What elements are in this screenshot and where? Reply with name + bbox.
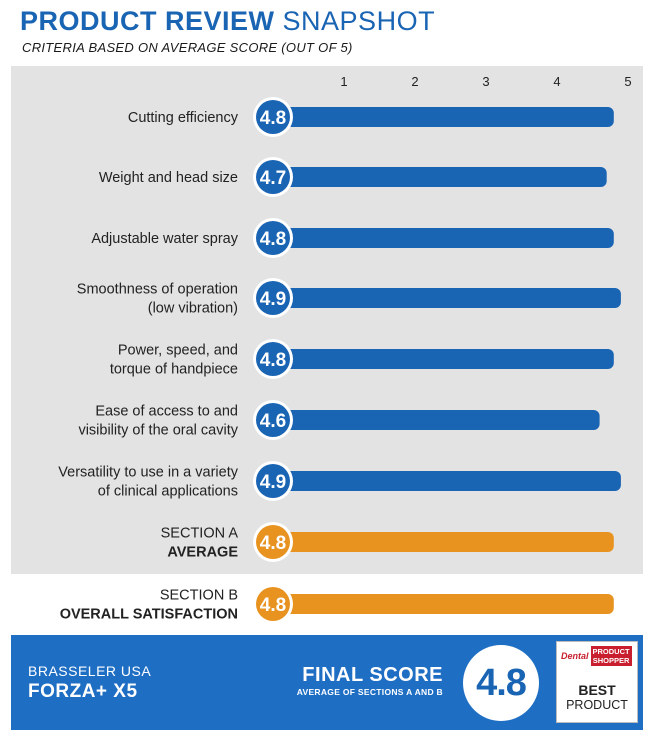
final-score-value: 4.8 — [476, 661, 527, 704]
category-label: torque of handpiece — [110, 362, 238, 378]
logo-product: PRODUCT — [566, 698, 628, 712]
data-label: 4.8 — [260, 229, 286, 250]
bar — [279, 167, 607, 187]
category-label: Smoothness of operation — [77, 282, 238, 298]
logo-masthead: Dental PRODUCT SHOPPER — [561, 646, 632, 666]
logo-pps-line1: PRODUCT — [592, 647, 630, 656]
bar — [279, 288, 621, 308]
data-label: 4.8 — [260, 350, 286, 371]
value-badge — [256, 342, 290, 376]
bar — [279, 107, 614, 127]
value-badge — [256, 160, 290, 194]
category-label: Adjustable water spray — [91, 231, 238, 247]
product-name: FORZA+ X5 — [28, 681, 138, 702]
category-label: SECTION B — [160, 588, 238, 604]
final-score-subtitle: AVERAGE OF SECTIONS A AND B — [296, 687, 443, 697]
category-label: AVERAGE — [167, 545, 238, 561]
data-label: 4.8 — [260, 108, 286, 129]
category-label: Ease of access to and — [95, 404, 238, 420]
data-label: 4.7 — [260, 168, 286, 189]
category-label: visibility of the oral cavity — [78, 423, 238, 439]
data-label: 4.8 — [260, 533, 286, 554]
category-label: SECTION A — [161, 526, 239, 542]
category-label: of clinical applications — [98, 484, 238, 500]
company-name: BRASSELER USA — [28, 663, 152, 679]
logo-dental: Dental — [561, 651, 589, 661]
category-label: OVERALL SATISFACTION — [60, 607, 238, 623]
value-badge — [256, 221, 290, 255]
value-badge — [256, 587, 290, 621]
value-badge — [256, 403, 290, 437]
category-label: Versatility to use in a variety — [58, 465, 238, 481]
final-score-label: FINAL SCORE — [302, 664, 443, 686]
x-tick-label: 2 — [411, 74, 418, 89]
x-tick-label: 5 — [624, 74, 631, 89]
data-label: 4.8 — [260, 595, 286, 616]
x-tick-label: 4 — [553, 74, 560, 89]
bar — [279, 410, 600, 430]
category-label: Power, speed, and — [118, 343, 238, 359]
bar — [279, 349, 614, 369]
page-title: PRODUCT REVIEW SNAPSHOT — [20, 6, 435, 37]
data-label: 4.6 — [260, 411, 286, 432]
bar — [279, 471, 621, 491]
logo-pps-line2: SHOPPER — [592, 656, 630, 665]
title-light: SNAPSHOT — [282, 6, 436, 36]
value-badge — [256, 100, 290, 134]
data-label: 4.9 — [260, 289, 286, 310]
data-label: 4.9 — [260, 472, 286, 493]
bar — [279, 532, 614, 552]
category-label: (low vibration) — [148, 301, 238, 317]
category-label: Weight and head size — [99, 170, 238, 186]
best-product-logo: Dental PRODUCT SHOPPER BEST PRODUCT — [556, 641, 638, 723]
bar — [279, 228, 614, 248]
x-tick-label: 1 — [340, 74, 347, 89]
category-label: Cutting efficiency — [128, 110, 239, 126]
x-tick-label: 3 — [482, 74, 489, 89]
bar — [279, 594, 614, 614]
page-subtitle: CRITERIA BASED ON AVERAGE SCORE (OUT OF … — [22, 40, 353, 55]
value-badge — [256, 464, 290, 498]
final-score-badge: 4.8 — [463, 645, 539, 721]
value-badge — [256, 281, 290, 315]
logo-product-shopper: PRODUCT SHOPPER — [590, 646, 632, 666]
value-badge — [256, 525, 290, 559]
logo-best: BEST — [578, 682, 616, 698]
title-bold: PRODUCT REVIEW — [20, 6, 275, 36]
